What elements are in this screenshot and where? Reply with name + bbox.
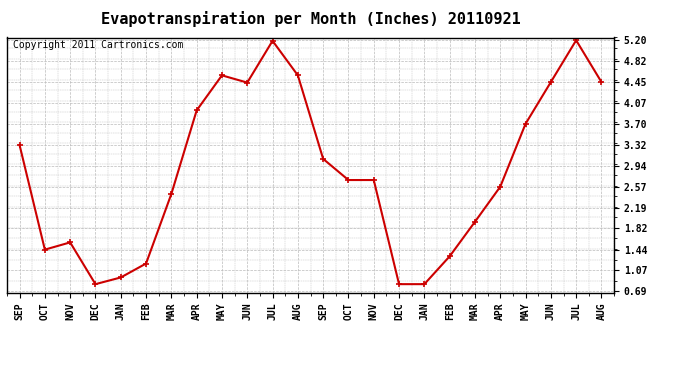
Text: Copyright 2011 Cartronics.com: Copyright 2011 Cartronics.com	[13, 40, 184, 50]
Text: Evapotranspiration per Month (Inches) 20110921: Evapotranspiration per Month (Inches) 20…	[101, 11, 520, 27]
